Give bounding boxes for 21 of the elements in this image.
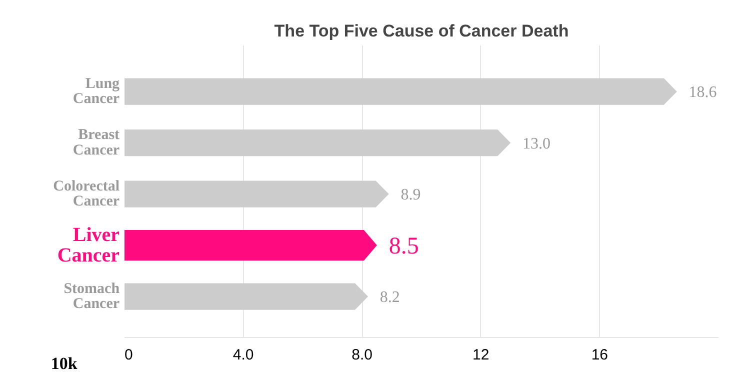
x-tick-label: 8.0 [352,346,373,364]
data-label: 18.6 [688,84,717,102]
y-tick-label: Colorectal Cancer [53,178,120,210]
chart-title: The Top Five Cause of Cancer Death [274,22,569,40]
x-tick-label: 16 [591,346,608,364]
y-tick-label: Lung Cancer [72,76,120,108]
x-tick-label: 0 [124,346,133,364]
y-tick-label: Stomach Cancer [64,280,120,312]
x-tick-label: 4.0 [232,346,254,364]
x-axis-title: 10k [50,354,78,373]
bar [124,180,389,208]
data-label: 13.0 [522,135,550,152]
bar [124,78,677,105]
y-tick-label: Breast Cancer [72,127,120,158]
y-tick-label: Liver Cancer [57,224,120,267]
data-label: 8.5 [388,233,419,260]
bar [124,130,511,156]
data-label: 8.2 [380,289,400,306]
data-label: 8.9 [400,186,421,204]
bar [124,283,368,310]
x-tick-label: 12 [472,346,490,364]
